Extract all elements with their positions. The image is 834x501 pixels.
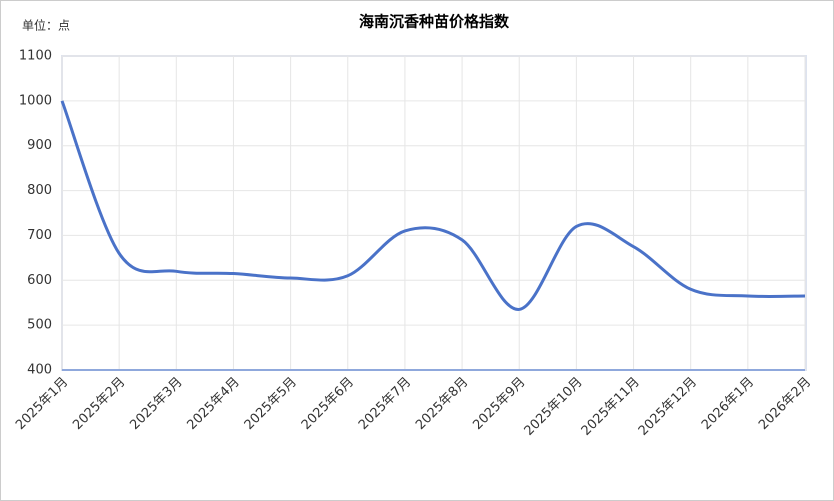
y-tick-label: 1100 [19,49,52,64]
y-tick-label: 400 [27,363,52,378]
y-tick-label: 800 [27,183,52,198]
unit-label: 单位：点 [22,18,70,33]
y-tick-label: 900 [27,138,52,153]
chart-title: 海南沉香种苗价格指数 [359,13,510,31]
y-tick-label: 600 [27,273,52,288]
y-tick-label: 500 [27,318,52,333]
y-tick-label: 700 [27,228,52,243]
series-line [60,100,806,311]
y-tick-label: 1000 [19,93,52,108]
